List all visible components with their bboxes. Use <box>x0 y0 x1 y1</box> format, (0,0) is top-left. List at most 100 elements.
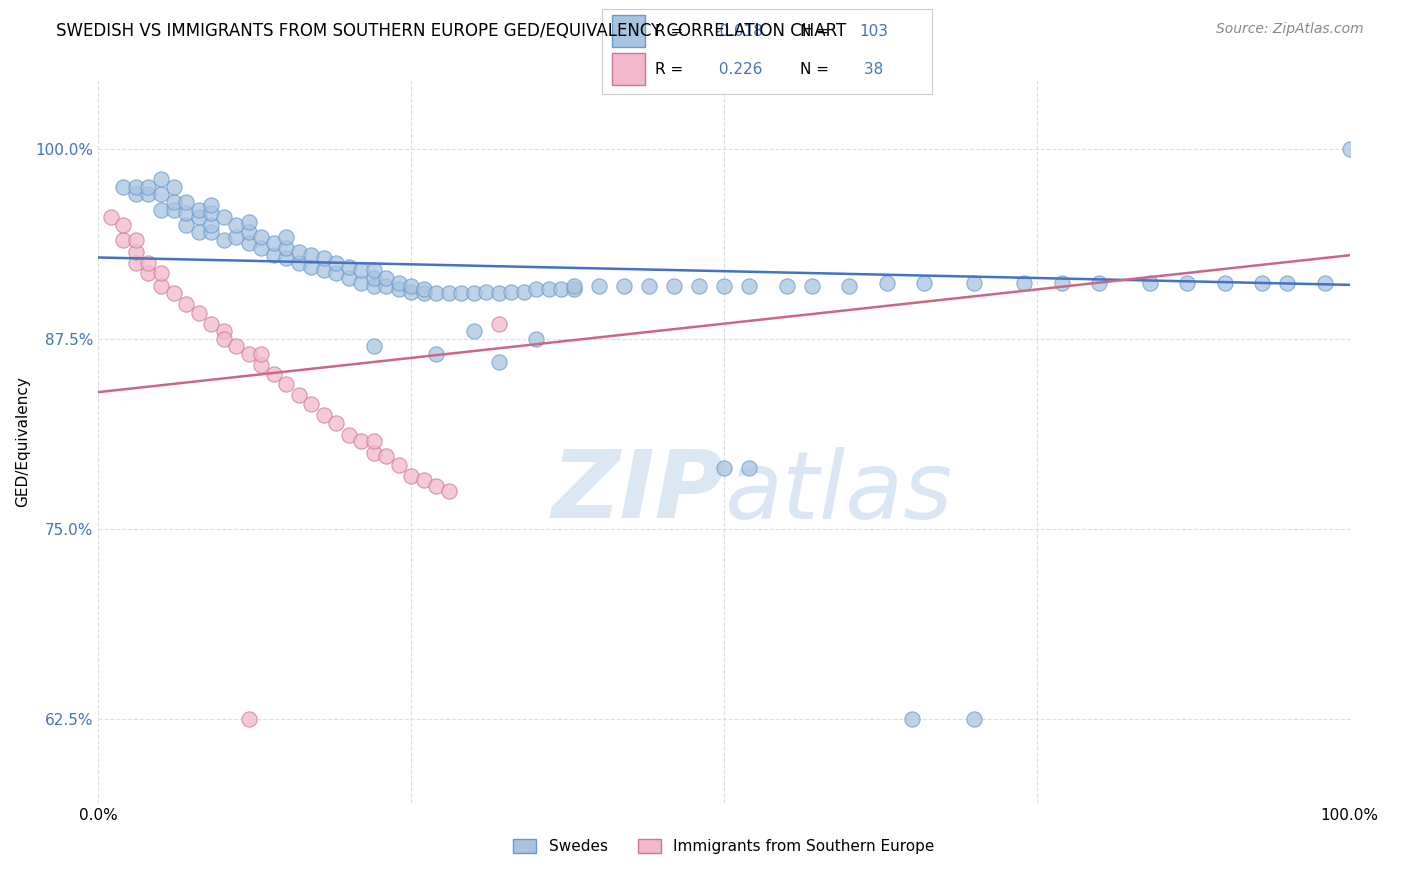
Point <box>513 285 536 299</box>
Point <box>1014 276 1036 290</box>
Point <box>274 241 298 255</box>
Point <box>1313 276 1336 290</box>
Point <box>174 297 197 311</box>
Point <box>162 202 184 217</box>
Point <box>1175 276 1198 290</box>
Point <box>200 198 222 212</box>
Point <box>638 278 661 293</box>
Point <box>200 317 222 331</box>
Point <box>162 194 184 209</box>
Point <box>112 233 135 247</box>
Point <box>1251 276 1274 290</box>
Point <box>800 278 823 293</box>
Point <box>375 271 398 285</box>
Point <box>337 427 360 442</box>
Point <box>325 267 347 281</box>
Point <box>1050 276 1073 290</box>
Point <box>613 278 636 293</box>
Text: 38: 38 <box>859 62 884 78</box>
Point <box>488 317 510 331</box>
Point <box>250 241 273 255</box>
Point <box>250 347 273 361</box>
Point <box>688 278 710 293</box>
Text: 0.226: 0.226 <box>714 62 762 78</box>
Point <box>200 226 222 240</box>
Point <box>501 285 523 299</box>
Point <box>162 286 184 301</box>
Point <box>337 260 360 275</box>
Point <box>299 248 322 262</box>
Bar <box>612 53 645 85</box>
Point <box>238 712 260 726</box>
Point <box>963 276 986 290</box>
Point <box>138 256 160 270</box>
Point <box>876 276 898 290</box>
Point <box>187 202 209 217</box>
Point <box>463 286 485 301</box>
Point <box>350 276 373 290</box>
Point <box>112 179 135 194</box>
Point <box>838 278 860 293</box>
Point <box>100 210 122 224</box>
Point <box>337 271 360 285</box>
Point <box>412 286 434 301</box>
Point <box>537 282 560 296</box>
Point <box>450 286 472 301</box>
Point <box>388 276 411 290</box>
Point <box>963 712 986 726</box>
Point <box>713 461 735 475</box>
Point <box>425 479 447 493</box>
Point <box>274 377 298 392</box>
Text: SWEDISH VS IMMIGRANTS FROM SOUTHERN EUROPE GED/EQUIVALENCY CORRELATION CHART: SWEDISH VS IMMIGRANTS FROM SOUTHERN EURO… <box>56 22 846 40</box>
Point <box>312 263 335 277</box>
Point <box>187 226 209 240</box>
Text: -0.018: -0.018 <box>714 24 763 39</box>
Point <box>162 179 184 194</box>
Point <box>463 324 485 338</box>
Point <box>299 260 322 275</box>
Point <box>150 278 173 293</box>
Text: N =: N = <box>800 24 834 39</box>
Point <box>125 256 148 270</box>
Point <box>713 278 735 293</box>
Point <box>138 179 160 194</box>
Point <box>212 332 235 346</box>
Point <box>238 226 260 240</box>
Text: R =: R = <box>655 24 688 39</box>
Point <box>401 468 423 483</box>
Point <box>263 367 285 381</box>
Point <box>238 235 260 250</box>
Point <box>562 278 585 293</box>
Point <box>212 233 235 247</box>
Point <box>388 458 411 472</box>
Point <box>363 278 385 293</box>
Point <box>325 256 347 270</box>
Text: 103: 103 <box>859 24 889 39</box>
Point <box>150 267 173 281</box>
Point <box>401 278 423 293</box>
Point <box>524 332 547 346</box>
Point <box>425 347 447 361</box>
Point <box>900 712 922 726</box>
Point <box>250 358 273 372</box>
Point <box>225 230 247 244</box>
Point <box>412 282 434 296</box>
Point <box>738 278 761 293</box>
Point <box>125 233 148 247</box>
Point <box>187 210 209 224</box>
Point <box>562 282 585 296</box>
Point <box>125 245 148 260</box>
Point <box>287 256 309 270</box>
Point <box>375 449 398 463</box>
Point <box>174 218 197 232</box>
Point <box>375 278 398 293</box>
Point <box>388 282 411 296</box>
Point <box>274 230 298 244</box>
Point <box>776 278 799 293</box>
Point <box>325 416 347 430</box>
Point <box>125 187 148 202</box>
Point <box>200 218 222 232</box>
Point <box>138 267 160 281</box>
Point <box>488 286 510 301</box>
Point <box>437 286 460 301</box>
